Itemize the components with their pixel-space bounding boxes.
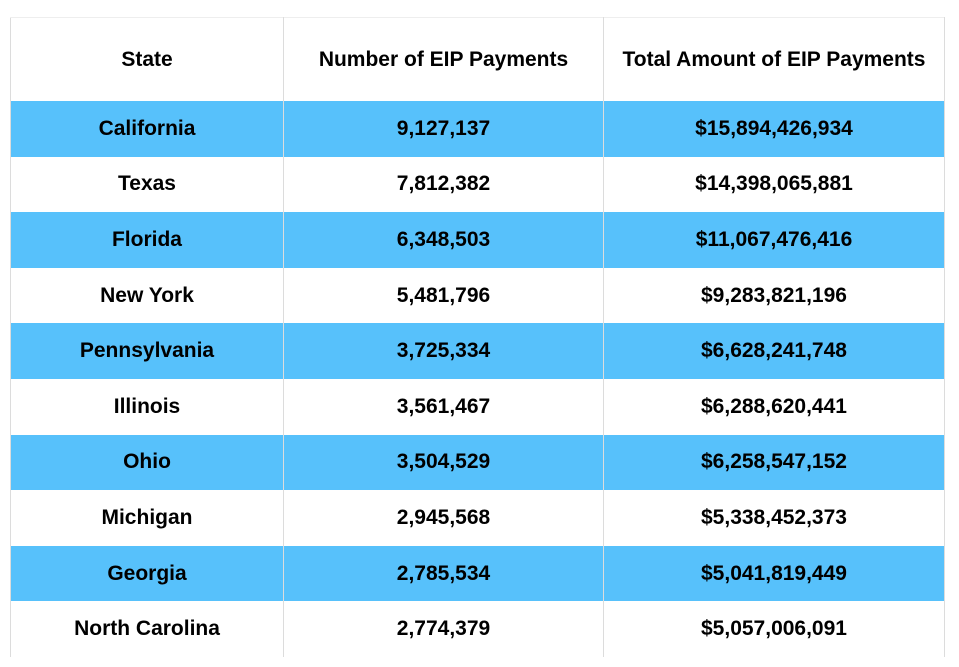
header-row: State Number of EIP Payments Total Amoun… (10, 17, 945, 101)
payments-count-cell: 2,774,379 (283, 601, 604, 657)
payments-count-cell: 5,481,796 (283, 267, 604, 324)
state-cell: California (10, 101, 284, 157)
payments-amount-cell: $5,338,452,373 (603, 490, 945, 546)
payments-count-cell: 9,127,137 (283, 101, 604, 157)
payments-count-cell: 2,945,568 (283, 490, 604, 546)
payments-count-cell: 6,348,503 (283, 212, 604, 268)
state-cell: Georgia (10, 545, 284, 602)
state-cell: Texas (10, 156, 284, 213)
table-row: Michigan 2,945,568 $5,338,452,373 (10, 490, 945, 546)
payments-amount-cell: $5,057,006,091 (603, 601, 945, 657)
header-number-of-payments: Number of EIP Payments (283, 17, 604, 101)
eip-payments-table: State Number of EIP Payments Total Amoun… (10, 17, 945, 657)
payments-amount-cell: $6,628,241,748 (603, 323, 945, 379)
state-cell: Michigan (10, 490, 284, 546)
header-state: State (10, 17, 284, 101)
table-row: Pennsylvania 3,725,334 $6,628,241,748 (10, 323, 945, 379)
payments-amount-cell: $9,283,821,196 (603, 267, 945, 324)
state-cell: Ohio (10, 434, 284, 491)
table-row: Georgia 2,785,534 $5,041,819,449 (10, 545, 945, 602)
payments-amount-cell: $11,067,476,416 (603, 212, 945, 268)
payments-count-cell: 3,725,334 (283, 323, 604, 379)
payments-count-cell: 3,504,529 (283, 434, 604, 491)
table-row: Ohio 3,504,529 $6,258,547,152 (10, 434, 945, 491)
state-cell: Illinois (10, 378, 284, 435)
payments-amount-cell: $6,288,620,441 (603, 378, 945, 435)
payments-amount-cell: $15,894,426,934 (603, 101, 945, 157)
header-total-amount: Total Amount of EIP Payments (603, 17, 945, 101)
payments-count-cell: 7,812,382 (283, 156, 604, 213)
table-row: Illinois 3,561,467 $6,288,620,441 (10, 378, 945, 435)
payments-count-cell: 3,561,467 (283, 378, 604, 435)
state-cell: Pennsylvania (10, 323, 284, 379)
payments-amount-cell: $6,258,547,152 (603, 434, 945, 491)
state-cell: Florida (10, 212, 284, 268)
table-row: New York 5,481,796 $9,283,821,196 (10, 267, 945, 324)
payments-count-cell: 2,785,534 (283, 545, 604, 602)
table-row: Florida 6,348,503 $11,067,476,416 (10, 212, 945, 268)
table-row: California 9,127,137 $15,894,426,934 (10, 101, 945, 157)
table-row: North Carolina 2,774,379 $5,057,006,091 (10, 601, 945, 657)
payments-amount-cell: $14,398,065,881 (603, 156, 945, 213)
state-cell: New York (10, 267, 284, 324)
payments-amount-cell: $5,041,819,449 (603, 545, 945, 602)
table-row: Texas 7,812,382 $14,398,065,881 (10, 156, 945, 213)
state-cell: North Carolina (10, 601, 284, 657)
